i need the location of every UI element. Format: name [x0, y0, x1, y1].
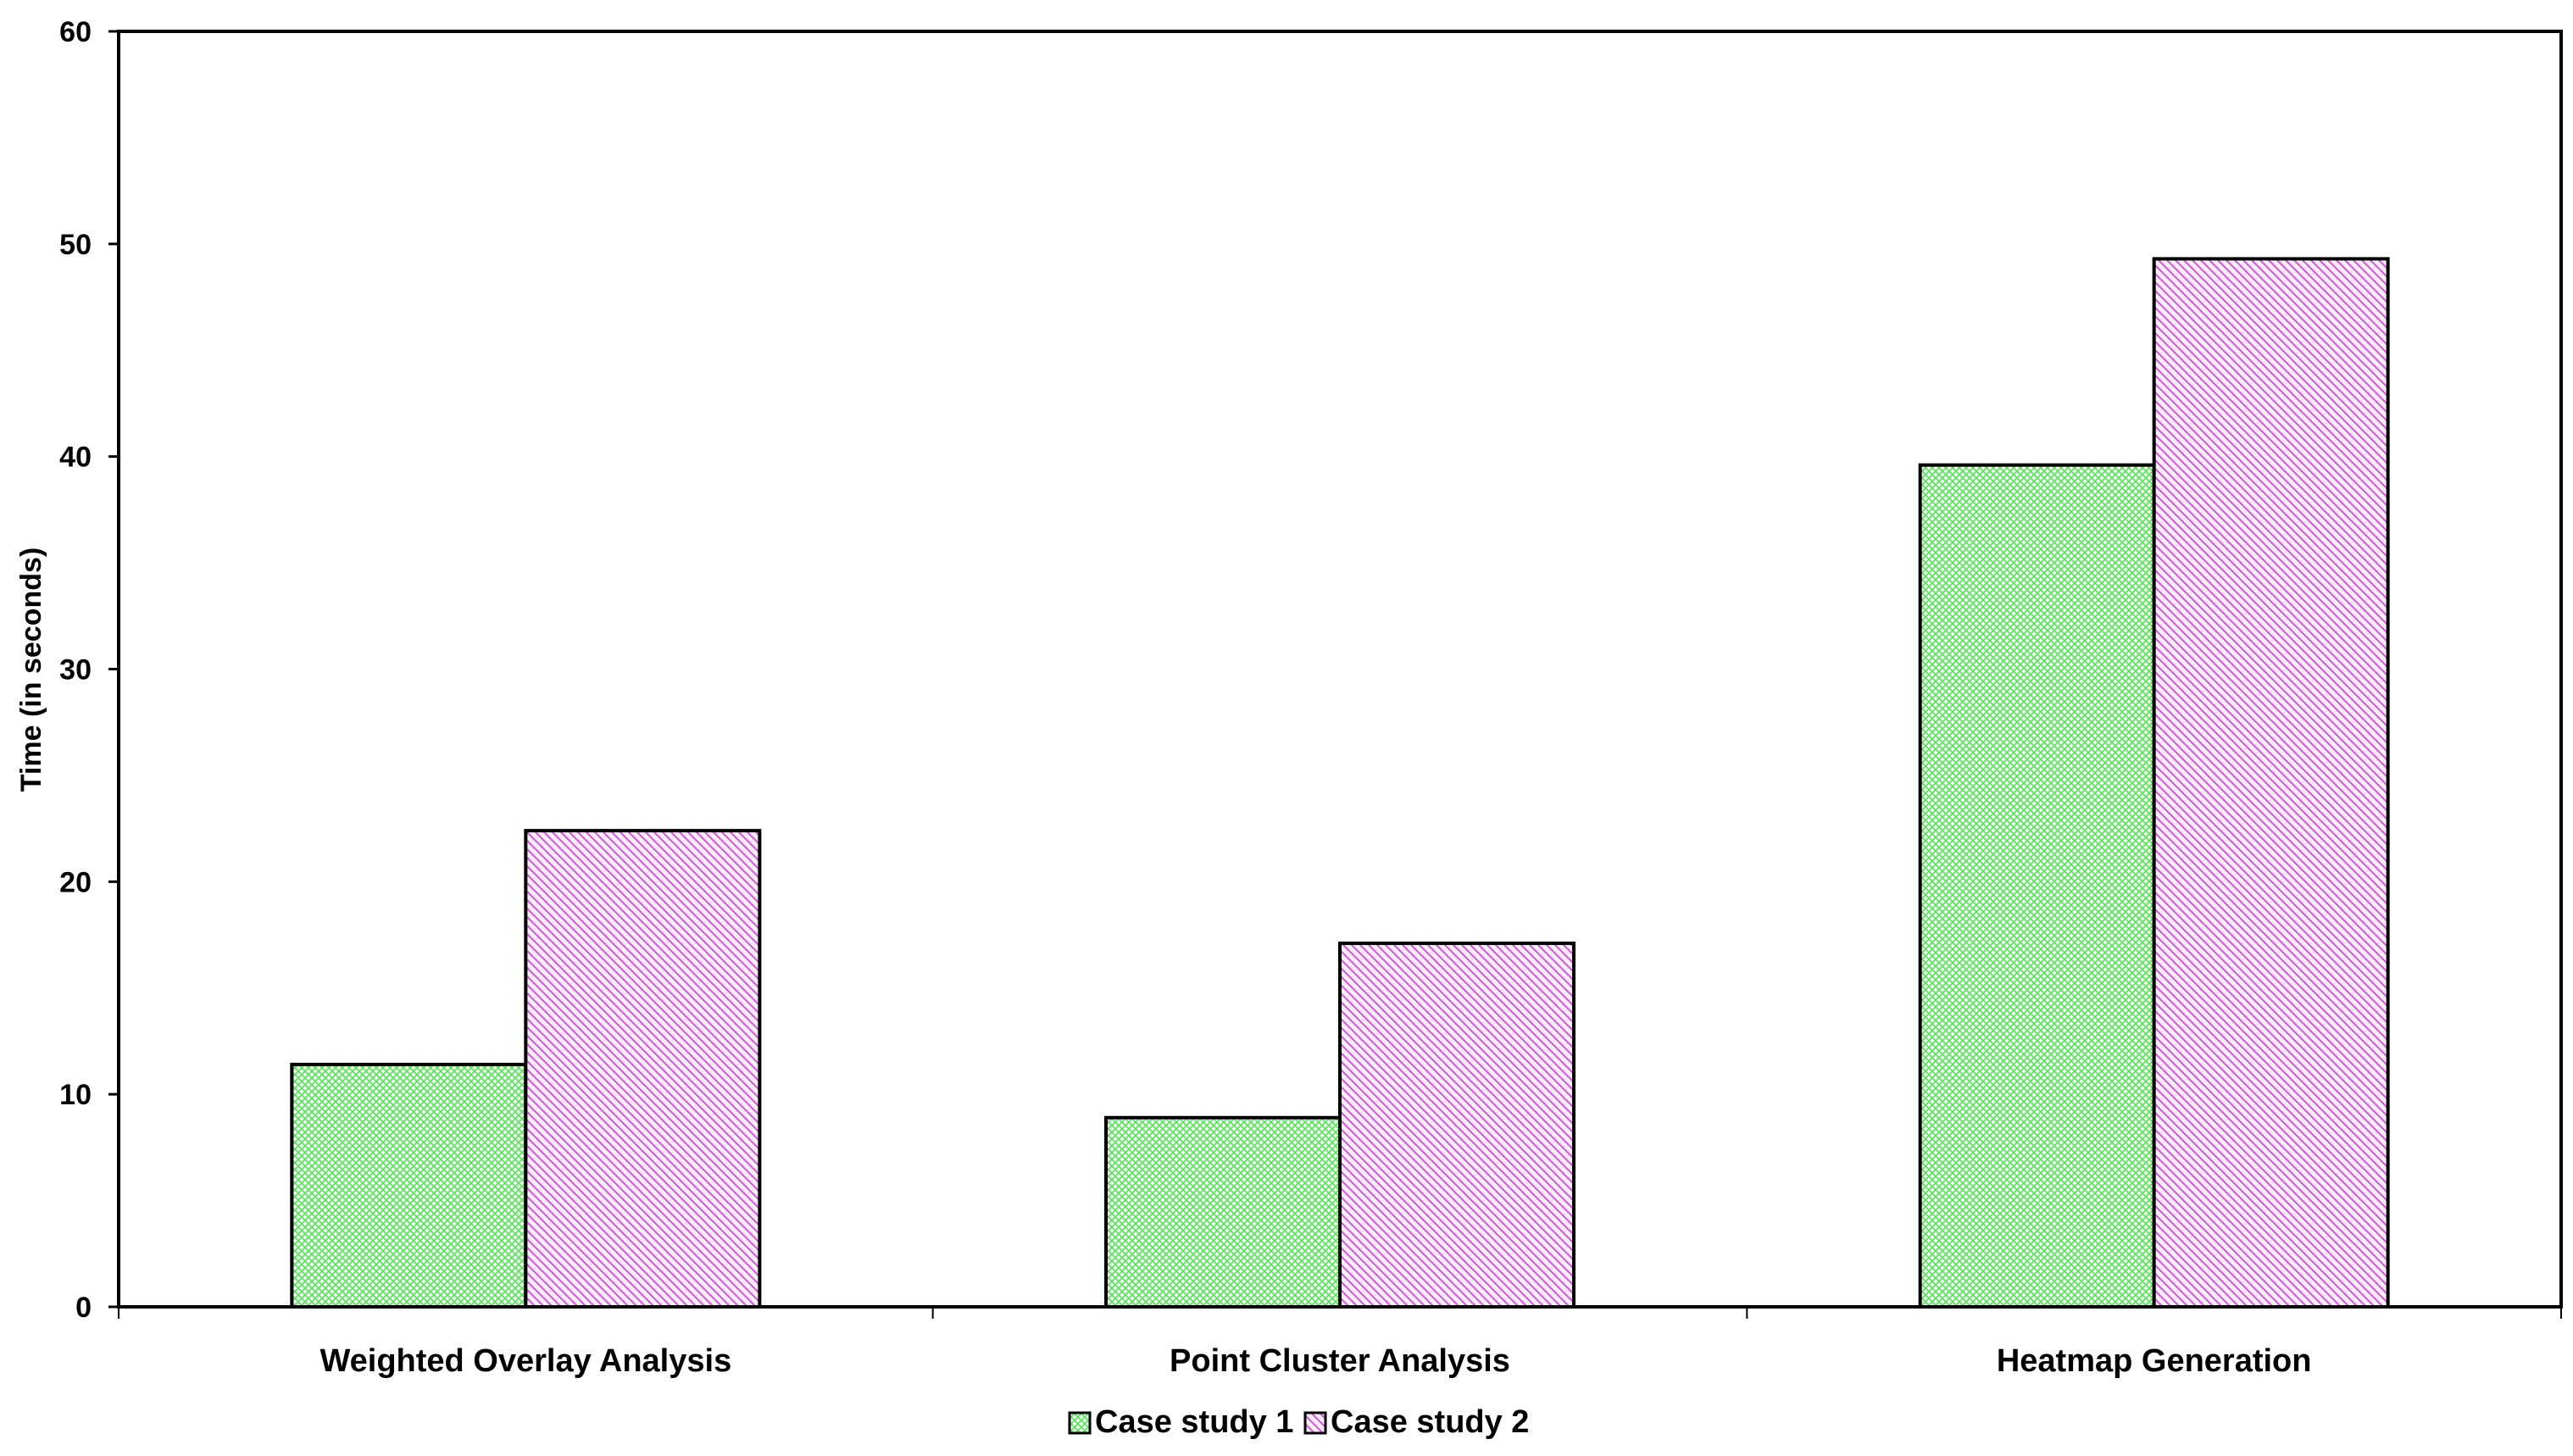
y-tick-label: 60: [59, 16, 92, 48]
legend: Case study 1 Case study 2: [1068, 1404, 1529, 1440]
bar-1-3: [1918, 463, 2156, 1309]
legend-swatch-1: [1068, 1411, 1092, 1435]
bars: [290, 257, 2390, 1309]
x-axis-labels: Weighted Overlay Analysis Point Cluster A…: [320, 1343, 2311, 1379]
bar-1-2: [1104, 1115, 1342, 1309]
legend-swatch-2: [1303, 1411, 1327, 1435]
legend-label-1: Case study 1: [1095, 1404, 1293, 1440]
y-tick-label: 40: [59, 442, 92, 474]
y-axis-label-group: Time (in seconds): [15, 547, 47, 792]
x-axis-ticks: [118, 1307, 2562, 1319]
bar-2-1: [524, 829, 762, 1309]
bar-2-2: [1338, 942, 1575, 1309]
bar-1-1: [290, 1063, 528, 1309]
y-tick-label: 20: [59, 866, 92, 898]
plot-frame: [117, 30, 2563, 1309]
y-axis-label: Time (in seconds): [15, 547, 47, 792]
x-tick-label: Point Cluster Analysis: [1170, 1343, 1510, 1379]
x-tick-label: Weighted Overlay Analysis: [320, 1343, 731, 1379]
bar-2-3: [2152, 257, 2390, 1309]
y-axis-ticks: 0 10 20 30 40 50 60: [59, 16, 119, 1324]
x-tick-label: Heatmap Generation: [1997, 1343, 2312, 1379]
y-tick-label: 10: [59, 1079, 92, 1111]
y-tick-label: 30: [59, 654, 92, 686]
y-tick-label: 50: [59, 229, 92, 261]
y-tick-label: 0: [75, 1292, 92, 1324]
legend-label-2: Case study 2: [1331, 1404, 1529, 1440]
